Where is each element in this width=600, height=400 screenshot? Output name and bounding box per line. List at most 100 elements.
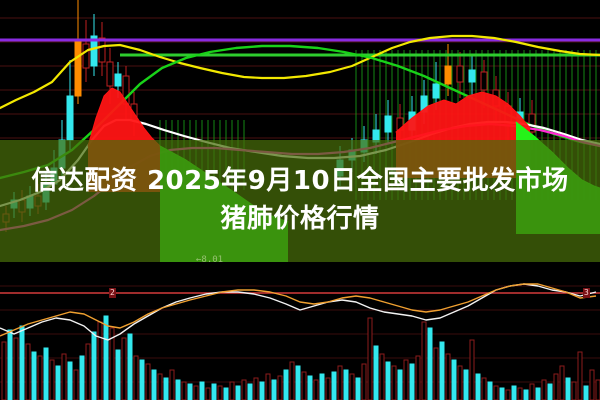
- volume-bar: [277, 375, 283, 400]
- volume-bar: [505, 389, 511, 400]
- volume-bar: [121, 337, 127, 400]
- volume-bar: [355, 377, 361, 400]
- volume-bar: [571, 381, 577, 400]
- volume-bar: [271, 379, 277, 400]
- volume-bar: [211, 383, 217, 400]
- volume-bar: [445, 353, 451, 400]
- volume-bar: [529, 383, 535, 400]
- volume-bar: [565, 377, 571, 400]
- volume-bar: [31, 351, 37, 400]
- volume-bar: [205, 387, 211, 400]
- volume-bar: [127, 333, 133, 400]
- volume-bar: [589, 369, 595, 400]
- volume-bar: [361, 363, 367, 400]
- series-vol-ma-orange: [0, 283, 597, 337]
- volume-bar: [49, 359, 55, 400]
- volume-bar: [325, 377, 331, 400]
- volume-bar: [169, 369, 175, 400]
- candle-body: [114, 73, 122, 87]
- volume-bar: [535, 387, 541, 400]
- volume-bar: [1, 341, 7, 400]
- volume-bar: [559, 365, 565, 400]
- volume-bar: [199, 381, 205, 400]
- volume-bar: [397, 369, 403, 400]
- volume-bar: [73, 369, 79, 400]
- volume-bar: [391, 365, 397, 400]
- volume-bar: [427, 327, 433, 400]
- volume-bar: [583, 385, 589, 400]
- volume-bar: [451, 359, 457, 400]
- volume-bar: [499, 387, 505, 400]
- volume-bar: [13, 337, 19, 400]
- candle-body: [432, 83, 440, 99]
- volume-bar: [163, 377, 169, 400]
- candle-body: [444, 65, 452, 85]
- volume-bar: [343, 369, 349, 400]
- volume-bar: [469, 339, 475, 400]
- volume-bar: [547, 383, 553, 400]
- volume-bar: [385, 361, 391, 400]
- volume-bar: [139, 359, 145, 400]
- series-band-red-right: [395, 91, 531, 133]
- volume-bar: [403, 359, 409, 400]
- volume-bar: [331, 371, 337, 400]
- volume-plot: [0, 262, 600, 400]
- volume-bar: [313, 379, 319, 400]
- volume-bar: [151, 369, 157, 400]
- volume-bar: [175, 379, 181, 400]
- title-overlay-banner: 信达配资 2025年9月10日全国主要批发市场猪肺价格行情: [0, 140, 600, 262]
- volume-bar: [187, 383, 193, 400]
- candle-body: [468, 69, 476, 83]
- volume-bar: [181, 381, 187, 400]
- volume-bar: [19, 325, 25, 400]
- candle-body: [480, 71, 488, 91]
- volume-bar: [37, 355, 43, 400]
- volume-bar: [541, 379, 547, 400]
- volume-bar: [373, 345, 379, 400]
- volume-bar: [349, 373, 355, 400]
- volume-bar: [97, 321, 103, 400]
- volume-bar: [475, 373, 481, 400]
- volume-bar: [433, 347, 439, 400]
- volume-bar: [289, 361, 295, 400]
- volume-bar: [193, 385, 199, 400]
- volume-bar: [217, 385, 223, 400]
- volume-bar: [409, 363, 415, 400]
- page-title: 信达配资 2025年9月10日全国主要批发市场猪肺价格行情: [31, 166, 569, 234]
- volume-bar: [55, 365, 61, 400]
- volume-bar: [25, 343, 31, 400]
- volume-bar: [577, 351, 583, 400]
- candle-body: [456, 65, 464, 83]
- candle-body: [98, 37, 106, 63]
- volume-bar: [223, 387, 229, 400]
- candle-body: [106, 61, 114, 87]
- volume-bar: [103, 315, 109, 400]
- volume-bar: [367, 317, 373, 400]
- volume-bar: [595, 379, 600, 400]
- candle-body: [82, 43, 90, 69]
- volume-bar: [109, 327, 115, 400]
- volume-bar: [7, 329, 13, 400]
- volume-bar: [85, 343, 91, 400]
- volume-level-badge-left: 2: [109, 288, 116, 298]
- volume-bar: [421, 321, 427, 400]
- volume-bar: [61, 353, 67, 400]
- volume-bar: [415, 355, 421, 400]
- volume-bar: [265, 373, 271, 400]
- volume-bar: [517, 387, 523, 400]
- volume-bar: [235, 385, 241, 400]
- price-marker-label: ←8.01: [196, 255, 224, 265]
- candle-body: [384, 115, 392, 133]
- volume-bar: [523, 389, 529, 400]
- volume-bar: [253, 377, 259, 400]
- series-band-red-upper: [87, 87, 161, 147]
- volume-bar: [319, 373, 325, 400]
- volume-bar: [259, 381, 265, 400]
- volume-bar: [457, 365, 463, 400]
- volume-bar: [337, 365, 343, 400]
- volume-bar: [439, 341, 445, 400]
- volume-level-badge-right: 3: [583, 288, 590, 298]
- volume-bar: [487, 381, 493, 400]
